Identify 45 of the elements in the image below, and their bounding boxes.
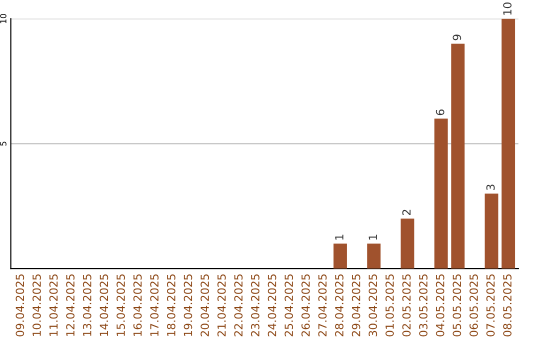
x-tick-label: 06.05.2025 — [470, 274, 478, 336]
x-tick-label: 09.04.2025 — [16, 274, 24, 336]
x-tick-label: 26.04.2025 — [301, 274, 310, 336]
x-tick-label: 17.04.2025 — [150, 274, 159, 336]
x-tick-label: 21.04.2025 — [217, 274, 226, 336]
x-tick-label: 18.04.2025 — [166, 274, 176, 336]
x-tick-label: 22.04.2025 — [234, 274, 243, 336]
x-tick-label: 15.04.2025 — [116, 274, 125, 336]
x-tick-label: 13.04.2025 — [82, 274, 92, 336]
x-tick-label: 01.05.2025 — [385, 274, 394, 336]
x-tick-label: 08.05.2025 — [503, 274, 512, 336]
x-tick-label: 30.04.2025 — [368, 274, 378, 336]
data-label: 3 — [486, 184, 495, 190]
x-tick-label: 16.04.2025 — [133, 274, 142, 336]
x-tick-label: 20.04.2025 — [200, 274, 209, 336]
bar — [434, 118, 448, 269]
data-label: 1 — [368, 234, 377, 240]
x-tick-label: 27.04.2025 — [318, 274, 327, 336]
x-tick-label: 04.05.2025 — [436, 274, 444, 336]
x-tick-label: 19.04.2025 — [184, 274, 192, 336]
x-tick-label: 10.04.2025 — [32, 274, 41, 336]
x-tick-label: 24.04.2025 — [268, 274, 276, 336]
x-tick-label: 07.05.2025 — [486, 274, 495, 336]
bar — [400, 218, 414, 269]
x-tick-label: 28.04.2025 — [335, 274, 344, 336]
x-tick-label: 11.04.2025 — [49, 274, 58, 336]
y-tick-label: 5 — [0, 142, 6, 146]
bar — [451, 44, 465, 269]
data-label: 9 — [452, 34, 462, 40]
x-tick-label: 29.04.2025 — [352, 274, 360, 336]
data-label: 6 — [436, 110, 444, 116]
data-label: 10 — [503, 2, 512, 15]
x-tick-label: 03.05.2025 — [419, 274, 428, 336]
x-tick-label: 05.05.2025 — [452, 274, 462, 336]
x-tick-label: 02.05.2025 — [402, 274, 411, 336]
x-tick-label: 25.04.2025 — [284, 274, 294, 336]
x-tick-label: 14.04.2025 — [100, 274, 108, 336]
data-label: 2 — [402, 210, 411, 216]
x-tick-label: 12.04.2025 — [66, 274, 75, 336]
bar — [484, 194, 498, 269]
data-label: 1 — [335, 234, 344, 240]
bar — [367, 244, 381, 269]
x-tick-label: 23.04.2025 — [251, 274, 260, 336]
bar — [334, 244, 347, 269]
bar — [502, 18, 516, 269]
